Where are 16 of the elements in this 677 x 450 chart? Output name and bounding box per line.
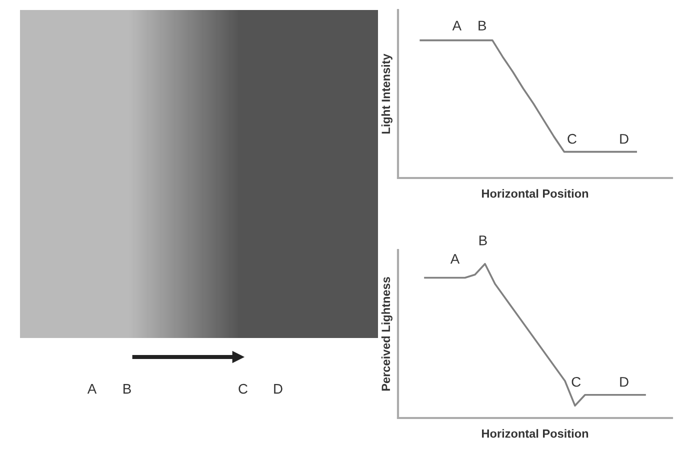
text: B (479, 236, 487, 246)
text: B (478, 20, 486, 30)
text: A (87, 384, 97, 394)
text: A (450, 254, 460, 264)
text: D (274, 384, 282, 394)
y-axis-title: Perceived Lightness (381, 277, 392, 391)
x-axis-title: Horizontal Position (482, 429, 588, 438)
annotation: C (572, 376, 581, 387)
annotation: C (568, 134, 576, 144)
text: C (238, 384, 248, 394)
text: B (124, 384, 131, 394)
x-axis-title: Horizontal Position (482, 189, 588, 198)
annotation: D (620, 377, 628, 387)
y-axis-title: Light Intensity (381, 54, 392, 134)
text: A (452, 20, 462, 30)
annotation: D (620, 134, 628, 144)
